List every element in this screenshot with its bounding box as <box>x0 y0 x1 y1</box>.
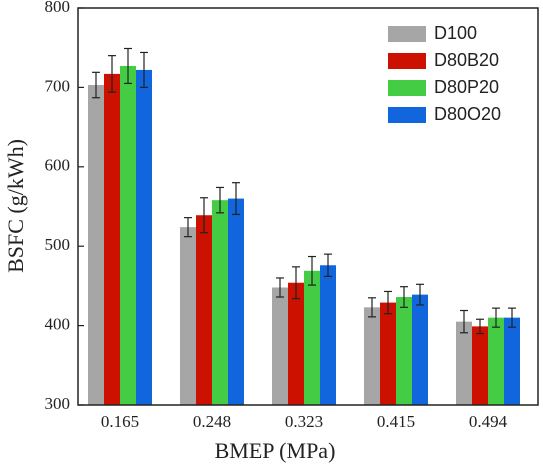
x-tick-label: 0.494 <box>469 412 508 431</box>
bar <box>120 65 136 405</box>
error-bar <box>508 307 516 328</box>
error-bar <box>476 318 484 335</box>
bar <box>320 265 336 405</box>
error-bar <box>108 55 116 93</box>
error-bar <box>400 286 408 308</box>
bar <box>380 302 396 405</box>
x-tick-label: 0.323 <box>285 412 323 431</box>
x-tick-label: 0.415 <box>377 412 415 431</box>
legend-swatch <box>388 107 426 123</box>
bar <box>196 215 212 405</box>
bar <box>180 227 196 405</box>
error-bar <box>124 47 132 85</box>
x-tick-label: 0.248 <box>193 412 231 431</box>
bar <box>396 297 412 405</box>
error-bar <box>200 197 208 234</box>
legend-text: D80P20 <box>434 77 499 97</box>
plot-frame <box>77 7 539 406</box>
bar <box>456 321 472 405</box>
legend-text: D100 <box>434 23 477 43</box>
bar <box>228 198 244 405</box>
error-bar <box>92 71 100 99</box>
y-axis-title: BSFC (g/kWh) <box>3 139 28 273</box>
bar <box>504 317 520 405</box>
y-tick-label: 800 <box>45 0 71 16</box>
error-bar <box>324 253 332 277</box>
error-bar <box>232 182 240 216</box>
bar <box>88 85 104 405</box>
error-bar <box>308 255 316 286</box>
bar <box>472 326 488 405</box>
error-bar <box>492 307 500 328</box>
x-axis-title: BMEP (MPa) <box>215 438 336 463</box>
error-bar <box>384 290 392 315</box>
y-tick-label: 400 <box>45 315 71 334</box>
bar <box>272 287 288 405</box>
legend-swatch <box>388 53 426 69</box>
bar <box>212 200 228 405</box>
error-bar <box>184 217 192 238</box>
legend-text: D80B20 <box>434 50 499 70</box>
legend-text: D80O20 <box>434 104 501 124</box>
x-tick-label: 0.165 <box>101 412 139 431</box>
y-tick-label: 700 <box>45 76 71 95</box>
error-bar <box>368 297 376 318</box>
legend-swatch <box>388 26 426 42</box>
error-bar <box>140 51 148 89</box>
y-tick-label: 300 <box>45 394 71 413</box>
y-tick-label: 600 <box>45 156 71 175</box>
error-bar <box>276 277 284 298</box>
error-bar <box>416 283 424 306</box>
y-tick-label: 500 <box>45 235 71 254</box>
bar <box>364 307 380 405</box>
error-bar <box>216 186 224 214</box>
bar <box>288 282 304 405</box>
bar <box>104 73 120 405</box>
bar <box>136 69 152 405</box>
bar <box>412 294 428 405</box>
bar <box>304 270 320 405</box>
bar <box>488 317 504 405</box>
legend-swatch <box>388 80 426 96</box>
error-bar <box>460 309 468 334</box>
error-bar <box>292 266 300 300</box>
